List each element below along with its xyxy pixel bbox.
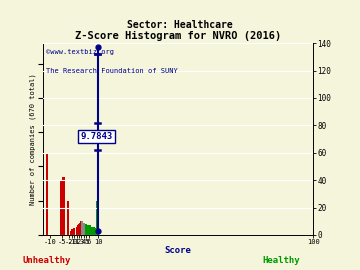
Bar — [74, 228, 75, 235]
Bar — [60, 180, 62, 235]
Bar — [84, 222, 85, 235]
Text: The Research Foundation of SUNY: The Research Foundation of SUNY — [46, 68, 177, 74]
Title: Z-Score Histogram for NVRO (2016): Z-Score Histogram for NVRO (2016) — [75, 31, 281, 41]
Bar — [71, 230, 72, 235]
Y-axis label: Number of companies (670 total): Number of companies (670 total) — [29, 73, 36, 205]
Text: 9.7843: 9.7843 — [80, 132, 113, 141]
Bar — [97, 61, 98, 235]
Text: Healthy: Healthy — [262, 256, 300, 265]
Text: ©www.textbiz.org: ©www.textbiz.org — [46, 49, 114, 55]
Bar — [96, 201, 97, 235]
Bar — [91, 227, 92, 235]
Bar — [62, 177, 64, 235]
Bar — [86, 224, 87, 235]
Bar — [79, 222, 80, 235]
Bar — [95, 228, 96, 235]
Bar — [67, 201, 69, 235]
Bar — [81, 221, 82, 235]
Bar — [73, 228, 74, 235]
Bar — [87, 225, 89, 235]
Bar — [80, 221, 81, 235]
Bar — [72, 230, 73, 235]
Bar — [98, 228, 99, 235]
Bar — [46, 153, 48, 235]
Bar — [77, 225, 78, 235]
Bar — [78, 224, 79, 235]
Bar — [92, 227, 93, 235]
Bar — [83, 222, 84, 235]
Bar — [85, 224, 86, 235]
X-axis label: Score: Score — [165, 247, 192, 255]
Bar — [69, 231, 71, 235]
Bar — [89, 225, 90, 235]
Bar — [94, 227, 95, 235]
Text: Unhealthy: Unhealthy — [23, 256, 71, 265]
Text: Sector: Healthcare: Sector: Healthcare — [127, 20, 233, 30]
Bar — [90, 225, 91, 235]
Bar — [76, 227, 77, 235]
